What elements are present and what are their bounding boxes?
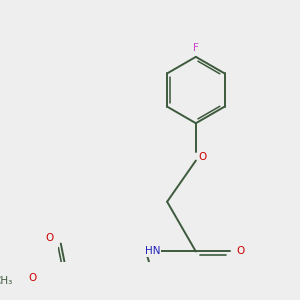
Text: CH₃: CH₃ (0, 276, 13, 286)
Text: O: O (237, 247, 245, 256)
Text: HN: HN (145, 247, 161, 256)
Text: O: O (199, 152, 207, 161)
Text: O: O (45, 233, 53, 243)
Text: F: F (193, 43, 199, 53)
Text: O: O (28, 273, 36, 283)
